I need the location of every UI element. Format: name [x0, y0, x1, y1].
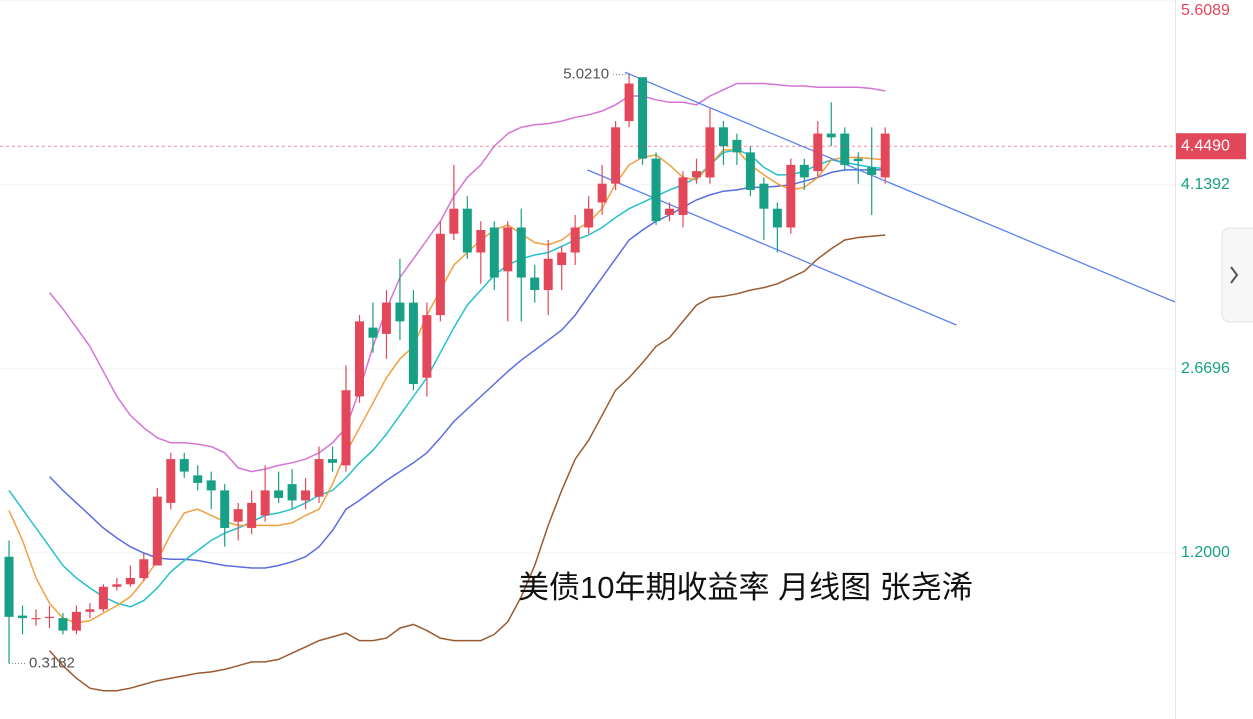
candle-body: [125, 578, 135, 585]
candle-body: [516, 227, 526, 278]
candle-body: [826, 133, 836, 138]
candle-body: [462, 208, 472, 253]
candle-body: [152, 496, 162, 566]
candle-body: [287, 484, 297, 501]
candle-body: [691, 171, 701, 178]
candle-body: [651, 158, 661, 222]
trendline: [587, 169, 957, 326]
candle-body: [18, 615, 28, 619]
candle-body: [624, 83, 634, 122]
candle-body: [665, 208, 675, 215]
candle-body: [597, 183, 607, 203]
last-price-box: [1176, 133, 1246, 160]
plot-area: 5.0210 0.3182: [0, 66, 1176, 692]
candle-body: [314, 459, 324, 497]
candle-body: [139, 559, 149, 579]
price-axis: 1.2000 2.6696 4.1392 5.6089 4.4490: [1176, 2, 1246, 561]
candle-body: [220, 490, 230, 528]
candle-body: [341, 390, 351, 466]
candle-body: [476, 229, 486, 253]
candle-body: [179, 459, 189, 472]
candle-body: [503, 227, 513, 272]
candle-body: [570, 227, 580, 253]
candle-body: [422, 315, 432, 378]
candle-body: [705, 127, 715, 178]
candle-body: [678, 177, 688, 215]
candle-body: [880, 133, 890, 178]
candle-body: [44, 616, 54, 619]
annotation-label: 0.3182: [29, 654, 75, 671]
candle-body: [867, 167, 877, 175]
candle-body: [732, 139, 742, 153]
trendline: [624, 71, 1176, 303]
candle-body: [799, 164, 809, 178]
last-price-label: 4.4490: [1181, 137, 1230, 154]
candle-body: [435, 233, 445, 316]
candle-body: [247, 502, 257, 528]
y-tick-label: 1.2000: [1181, 544, 1230, 561]
y-tick-label: 2.6696: [1181, 360, 1230, 377]
chart-title: 美债10年期收益率 月线图 张尧浠: [518, 570, 973, 605]
candle-body: [638, 77, 648, 159]
candle-body: [381, 302, 391, 334]
candle-body: [557, 252, 567, 266]
candle-body: [85, 609, 95, 612]
candle-body: [745, 152, 755, 190]
candle-body: [274, 490, 284, 498]
candle-body: [489, 227, 499, 278]
candle-body: [611, 127, 621, 184]
candle-body: [193, 475, 203, 483]
candle-body: [112, 584, 122, 587]
candle-body: [853, 158, 863, 162]
chevron-icon[interactable]: [1230, 266, 1239, 284]
indicator-line: [48, 82, 886, 473]
candle-body: [408, 302, 418, 384]
candle-body: [98, 586, 108, 610]
candle-body: [233, 509, 243, 522]
candle-body: [718, 127, 728, 147]
candle-body: [328, 459, 338, 463]
candle-body: [31, 618, 41, 620]
candle-body: [840, 133, 850, 165]
y-tick-label: 5.6089: [1181, 2, 1230, 19]
candle-body: [530, 277, 540, 291]
candle-body: [449, 208, 459, 234]
candle-body: [772, 208, 782, 228]
candle-body: [4, 556, 14, 617]
candle-body: [813, 133, 823, 172]
indicator-line: [8, 149, 886, 608]
candle-body: [395, 302, 405, 322]
candle-body: [368, 327, 378, 338]
indicator-line: [48, 234, 886, 692]
candle-body: [786, 164, 796, 228]
y-tick-label: 4.1392: [1181, 176, 1230, 193]
candle-body: [543, 258, 553, 291]
annotation-label: 5.0210: [563, 66, 609, 83]
candle-body: [260, 490, 270, 516]
candle-body: [584, 208, 594, 228]
candle-body: [206, 480, 216, 491]
candle-body: [759, 183, 769, 209]
candle-body: [301, 490, 311, 501]
grid: [0, 0, 1175, 554]
candle-body: [354, 321, 364, 397]
candle-body: [58, 618, 68, 631]
candle-body: [71, 611, 81, 631]
collapse-button[interactable]: [1221, 227, 1253, 323]
candle-body: [166, 459, 176, 503]
